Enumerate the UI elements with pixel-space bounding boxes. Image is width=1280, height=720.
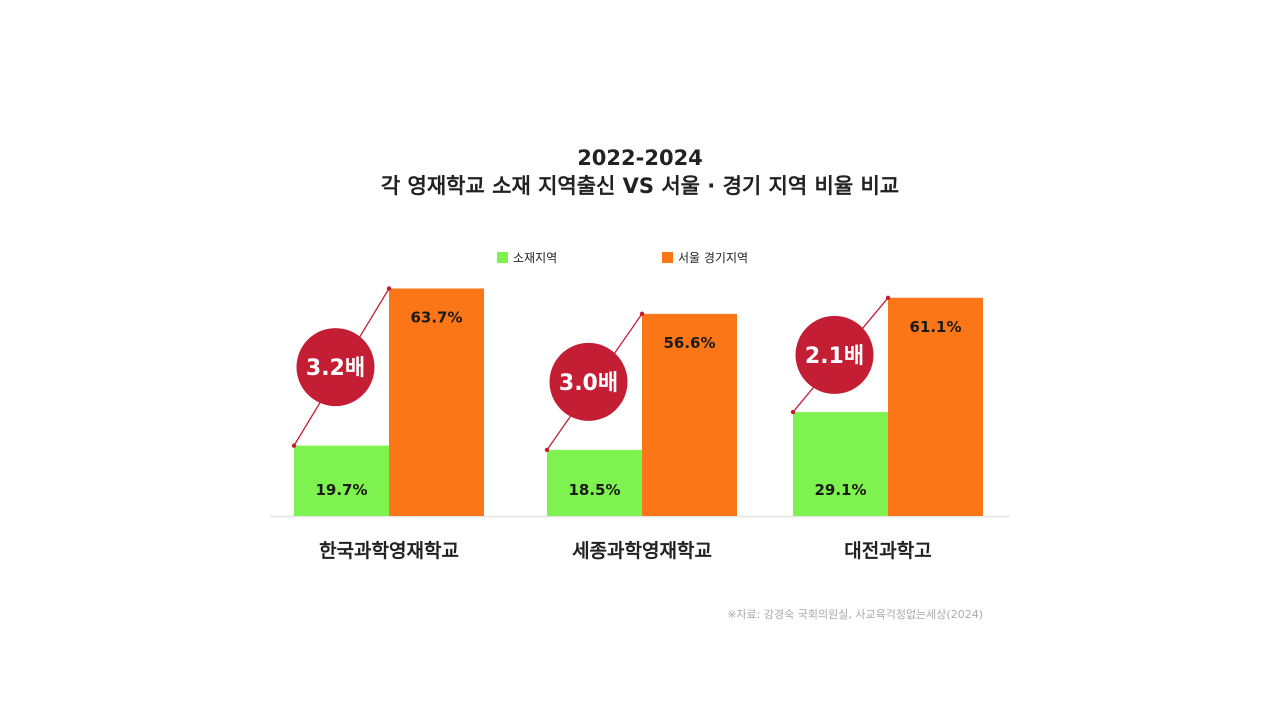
- ratio-badge-1: [549, 342, 628, 421]
- bar-local-2: [793, 412, 888, 516]
- legend: 소재지역 서울 경기지역: [497, 251, 748, 265]
- source-note: ※자료: 강경숙 국회의원실, 사교육걱정없는세상(2024): [727, 608, 983, 621]
- ratio-dot-end-2: [885, 295, 891, 300]
- ratio-label-0: 3.2배: [306, 356, 365, 381]
- ratio-dot-start-0: [291, 443, 297, 448]
- ratio-badge-2: [795, 315, 874, 394]
- bars: 19.7% 63.7% 한국과학영재학교 18.5% 56.6% 세종과학영재학교 29.1…: [270, 288, 1010, 562]
- ratio-indicators: 3.2배 3.0배 2.1배: [291, 286, 891, 453]
- bar-seoul-0: [389, 288, 484, 516]
- value-label-seoul-2: 61.1%: [909, 318, 961, 336]
- chart-title: 2022-2024: [577, 146, 703, 170]
- legend-label-seoul: 서울 경기지역: [678, 251, 748, 265]
- ratio-label-1: 3.0배: [559, 371, 618, 396]
- value-label-local-1: 18.5%: [568, 481, 620, 499]
- legend-label-local: 소재지역: [513, 251, 557, 265]
- value-label-local-0: 19.7%: [315, 481, 367, 499]
- ratio-dot-end-0: [386, 286, 392, 291]
- bar-local-0: [294, 445, 389, 516]
- category-label-2: 대전과학고: [844, 540, 931, 562]
- category-label-1: 세종과학영재학교: [572, 540, 712, 562]
- ratio-dot-start-2: [790, 409, 796, 415]
- legend-swatch-local: [497, 252, 508, 263]
- value-label-seoul-0: 63.7%: [410, 309, 462, 327]
- ratio-badge-0: [296, 328, 375, 407]
- category-label-0: 한국과학영재학교: [319, 540, 459, 562]
- value-label-local-2: 29.1%: [814, 481, 866, 499]
- ratio-label-2: 2.1배: [805, 344, 864, 369]
- legend-swatch-seoul: [662, 252, 673, 263]
- bar-local-1: [547, 449, 642, 516]
- ratio-dot-start-1: [544, 447, 550, 453]
- ratio-dot-end-1: [639, 311, 645, 317]
- value-label-seoul-1: 56.6%: [663, 334, 715, 352]
- chart-subtitle: 각 영재학교 소재 지역출신 VS 서울 · 경기 지역 비율 비교: [381, 174, 899, 198]
- bar-seoul-1: [642, 313, 737, 516]
- bar-seoul-2: [888, 297, 983, 516]
